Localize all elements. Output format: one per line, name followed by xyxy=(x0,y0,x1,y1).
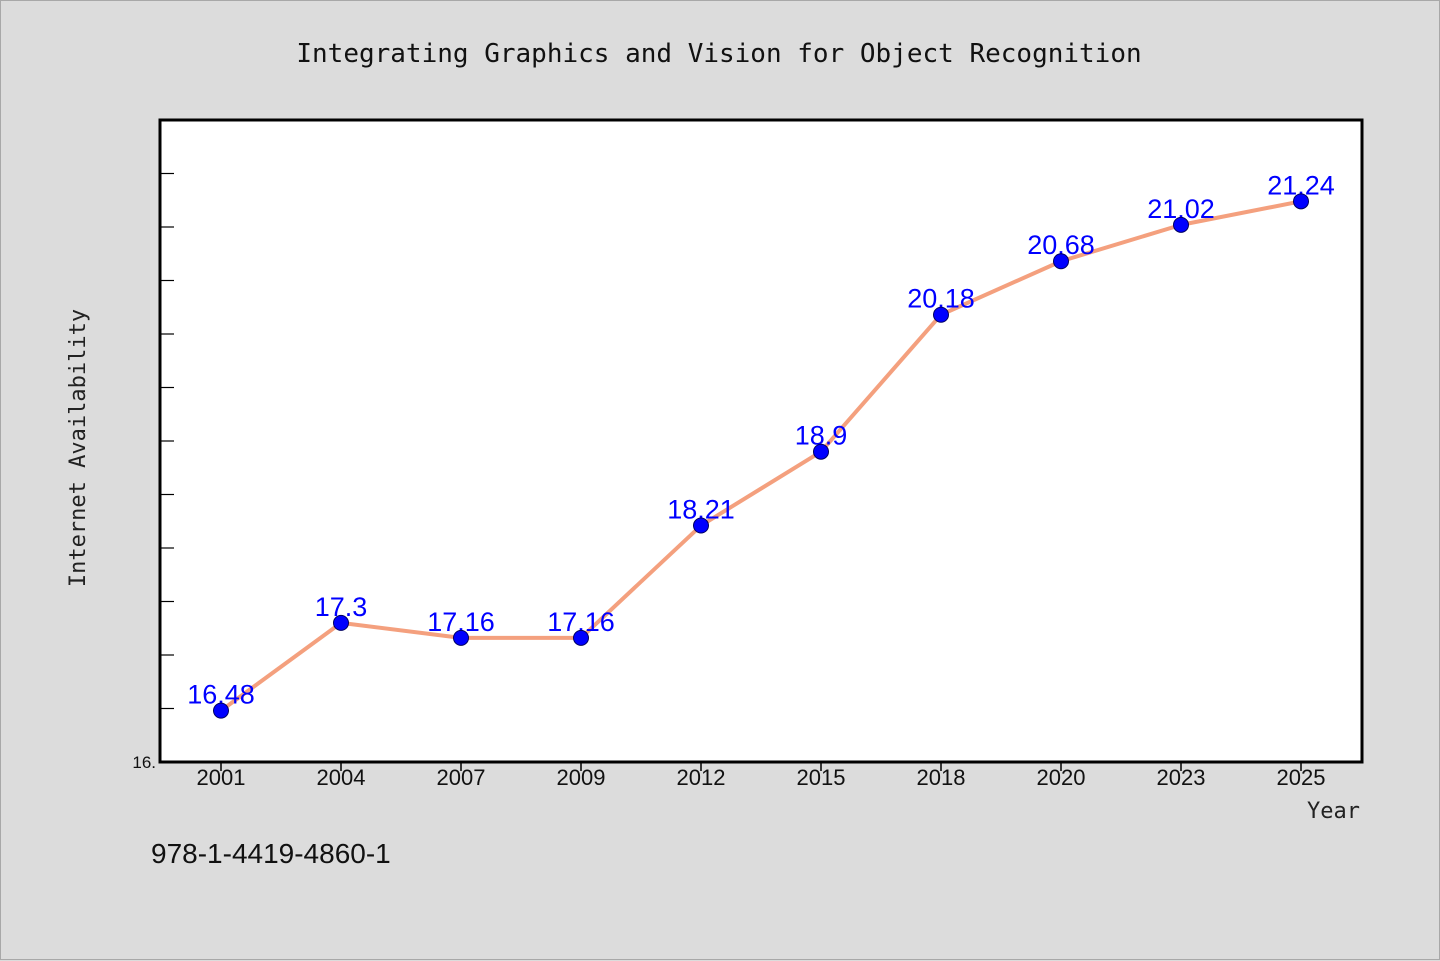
x-tick-label: 2018 xyxy=(917,765,966,790)
isbn-label: 978-1-4419-4860-1 xyxy=(151,838,391,869)
x-tick-label: 2025 xyxy=(1277,765,1326,790)
x-axis-label: Year xyxy=(1307,799,1360,824)
data-point xyxy=(333,614,349,631)
y-axis-label: Internet Availability xyxy=(66,309,91,587)
y-tick-label: 16. xyxy=(132,753,156,772)
data-point xyxy=(213,702,229,719)
x-tick-label: 2001 xyxy=(197,765,246,790)
data-point xyxy=(573,629,589,646)
data-point xyxy=(1053,253,1069,270)
data-point xyxy=(813,443,829,460)
plot-area xyxy=(158,118,1364,764)
x-tick-label: 2007 xyxy=(437,765,486,790)
x-axis-ticks: 2001 2004 2007 2009 2012 2015 2018 2020 2023 2025 xyxy=(197,762,1326,790)
x-tick-label: 2004 xyxy=(317,765,366,790)
series-line xyxy=(219,199,1303,713)
x-tick-label: 2012 xyxy=(677,765,726,790)
x-tick-label: 2020 xyxy=(1037,765,1086,790)
data-point xyxy=(453,629,469,646)
data-point xyxy=(693,517,709,534)
x-tick-label: 2015 xyxy=(797,765,846,790)
y-axis-ticks xyxy=(160,119,174,763)
data-point xyxy=(1293,193,1309,210)
x-tick-label: 2009 xyxy=(557,765,606,790)
chart-title: Integrating Graphics and Vision for Obje… xyxy=(296,39,1141,69)
x-tick-label: 2023 xyxy=(1157,765,1206,790)
data-point xyxy=(1173,216,1189,233)
data-point xyxy=(933,306,949,323)
